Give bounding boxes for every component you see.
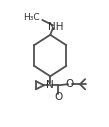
Text: N: N	[46, 80, 54, 90]
Text: O: O	[66, 79, 74, 89]
Text: O: O	[54, 92, 62, 102]
Text: NH: NH	[48, 22, 63, 32]
Text: H₃C: H₃C	[24, 13, 40, 22]
